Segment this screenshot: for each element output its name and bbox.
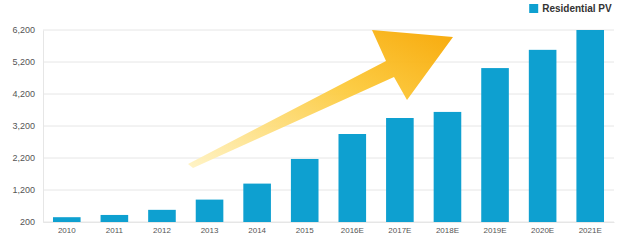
legend: Residential PV	[529, 3, 612, 14]
bar	[529, 50, 557, 222]
x-tick-label: 2010	[58, 226, 76, 235]
y-tick: 2,200	[12, 153, 43, 163]
x-tick-label: 2013	[201, 226, 219, 235]
y-axis-line	[43, 31, 44, 223]
chart: 2001,2002,2003,2004,2005,2006,2002010201…	[0, 0, 624, 236]
x-tick-label: 2011	[106, 226, 124, 235]
y-tick: 1,200	[12, 185, 43, 195]
grid-line	[43, 126, 614, 127]
grid-line	[43, 158, 614, 159]
bar	[338, 134, 366, 222]
bar	[196, 200, 224, 222]
grid-line	[43, 30, 614, 31]
x-tick-label: 2012	[153, 226, 171, 235]
y-tick: 5,200	[12, 57, 43, 67]
bar	[576, 30, 604, 222]
bar	[148, 210, 176, 222]
bar	[481, 68, 509, 222]
y-tick-label: 5,200	[12, 57, 35, 67]
x-tick: 2021E	[579, 222, 602, 235]
y-tick-label: 4,200	[12, 89, 35, 99]
legend-item: Residential PV	[529, 3, 612, 14]
bars	[53, 30, 604, 222]
y-tick-label: 200	[20, 217, 35, 227]
trend-arrow	[188, 30, 453, 168]
x-tick-label: 2015	[296, 226, 314, 235]
y-tick-label: 1,200	[12, 185, 35, 195]
x-tick: 2010	[58, 222, 76, 235]
x-axis: 2010 2011 2012 2013 2014 2015 2016E 2017E 2018E 2…	[44, 222, 615, 235]
x-tick: 2013	[201, 222, 219, 235]
x-tick: 2018E	[436, 222, 459, 235]
x-tick-label: 2014	[248, 226, 266, 235]
grid-line	[43, 62, 614, 63]
y-tick-label: 2,200	[12, 153, 35, 163]
x-tick-label: 2021E	[579, 226, 602, 235]
bar	[53, 217, 81, 222]
grid-line	[43, 190, 614, 191]
grid	[43, 30, 614, 222]
y-tick-label: 3,200	[12, 121, 35, 131]
bar	[386, 118, 414, 222]
bar	[243, 184, 271, 222]
x-tick: 2020E	[531, 222, 554, 235]
legend-swatch	[529, 4, 538, 13]
x-tick: 2015	[296, 222, 314, 235]
plot: 2001,2002,2003,2004,2005,2006,2002010201…	[12, 25, 614, 234]
bar	[291, 159, 319, 222]
y-tick: 3,200	[12, 121, 43, 131]
x-tick: 2014	[248, 222, 266, 235]
x-tick-label: 2019E	[483, 226, 506, 235]
x-tick: 2019E	[483, 222, 506, 235]
x-tick-label: 2017E	[388, 226, 411, 235]
x-tick: 2012	[153, 222, 171, 235]
y-tick: 200	[20, 217, 43, 227]
x-tick-label: 2018E	[436, 226, 459, 235]
bar	[101, 215, 129, 222]
x-tick: 2011	[106, 222, 124, 235]
x-axis-line	[44, 222, 615, 223]
y-axis: 200 1,200 2,200 3,200 4,200 5,200 6,200	[12, 25, 43, 227]
y-tick: 4,200	[12, 89, 43, 99]
x-tick-label: 2016E	[341, 226, 364, 235]
x-tick: 2016E	[341, 222, 364, 235]
grid-line	[43, 222, 614, 223]
y-tick-label: 6,200	[12, 25, 35, 35]
y-tick: 6,200	[12, 25, 43, 35]
x-tick-label: 2020E	[531, 226, 554, 235]
bar	[434, 112, 462, 222]
legend-label: Residential PV	[542, 3, 612, 14]
x-tick: 2017E	[388, 222, 411, 235]
